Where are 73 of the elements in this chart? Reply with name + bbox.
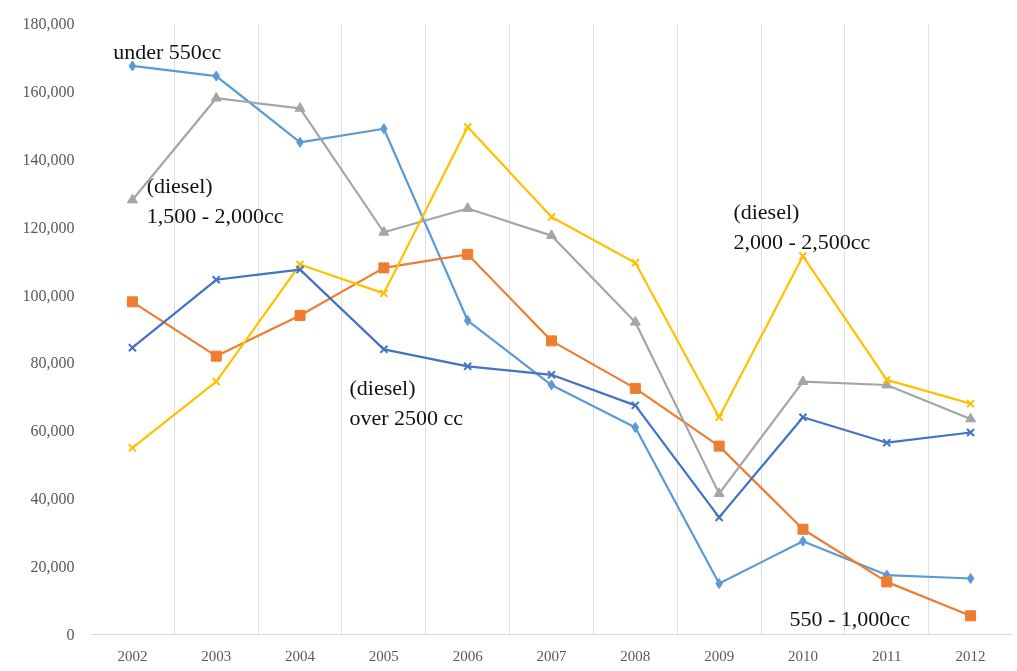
point	[965, 610, 977, 622]
x-tick-label: 2005	[368, 647, 399, 664]
y-tick-label: 20,000	[30, 558, 75, 576]
point	[630, 258, 640, 268]
series-label: (diesel) 1,500 - 2,000cc	[146, 173, 284, 229]
point	[798, 412, 808, 422]
point	[127, 343, 137, 353]
point	[546, 229, 557, 240]
x-tick-label: 2003	[201, 647, 232, 664]
point	[546, 370, 557, 380]
point	[965, 412, 977, 423]
point	[629, 382, 641, 394]
point	[462, 248, 474, 260]
x-tick-label: 2011	[872, 647, 902, 664]
y-tick-label: 160,000	[22, 82, 75, 100]
point	[966, 399, 976, 409]
point	[463, 315, 472, 327]
point	[379, 288, 389, 298]
point	[378, 262, 390, 274]
x-tick-label: 2009	[704, 647, 735, 664]
point	[463, 361, 473, 371]
point	[714, 412, 724, 422]
y-tick-label: 40,000	[30, 490, 75, 508]
point	[797, 523, 809, 535]
y-tick-label: 0	[66, 626, 75, 643]
point	[629, 315, 641, 326]
point	[966, 428, 976, 438]
y-tick-label: 60,000	[30, 422, 75, 440]
point	[630, 400, 640, 410]
x-tick-label: 2007	[536, 647, 567, 664]
point	[462, 202, 474, 212]
point	[126, 296, 138, 308]
point	[881, 576, 893, 588]
x-tick-label: 2010	[787, 647, 818, 664]
x-tick-label: 2008	[620, 647, 651, 664]
point	[126, 193, 138, 204]
y-tick-label: 180,000	[22, 15, 75, 32]
point	[379, 344, 389, 354]
point	[295, 259, 305, 270]
point	[882, 438, 892, 448]
point	[295, 265, 305, 275]
point	[294, 309, 306, 321]
point	[211, 377, 221, 387]
point	[966, 572, 975, 584]
x-tick-label: 2006	[452, 647, 484, 664]
point	[378, 225, 390, 236]
series-label: (diesel) 2,000 - 2,500cc	[733, 199, 871, 255]
series-label: 550 - 1,000cc	[789, 605, 911, 631]
point	[127, 443, 137, 453]
y-tick-label: 140,000	[22, 150, 75, 168]
point	[797, 375, 809, 385]
point	[212, 70, 221, 82]
point	[546, 212, 557, 222]
point	[882, 375, 892, 385]
point	[294, 102, 306, 112]
x-tick-label: 2004	[285, 647, 316, 664]
y-tick-label: 80,000	[30, 354, 75, 372]
x-tick-label: 2012	[955, 647, 986, 664]
y-tick-label: 100,000	[22, 286, 75, 304]
series-label: under 550cc	[113, 38, 222, 64]
point	[547, 379, 556, 391]
point	[631, 421, 640, 433]
point	[128, 60, 137, 72]
point	[713, 440, 725, 452]
point	[210, 91, 222, 102]
point	[546, 335, 557, 347]
point	[210, 350, 222, 362]
point	[713, 487, 725, 498]
series-label: (diesel) over 2500 cc	[349, 375, 464, 431]
point	[463, 122, 473, 132]
x-tick-label: 2002	[117, 647, 148, 664]
y-tick-label: 120,000	[22, 218, 75, 236]
point	[211, 275, 221, 285]
